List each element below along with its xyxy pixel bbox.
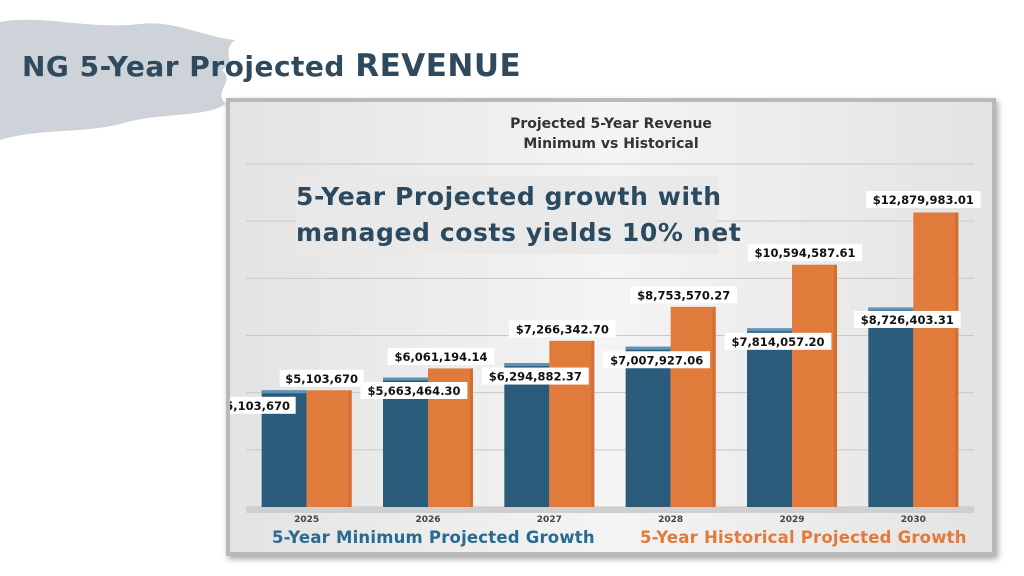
x-axis-base (246, 507, 974, 513)
revenue-bar-chart: Projected 5-Year Revenue Minimum vs Histo… (230, 116, 981, 525)
data-label-historical-bg (279, 369, 364, 387)
chart-title: Projected 5-Year Revenue (510, 116, 712, 132)
data-label-minimum-bg (603, 351, 711, 369)
data-label-minimum: $8,726,403.31 (853, 310, 961, 328)
data-label-historical-text: $6,061,194.14 (394, 350, 487, 364)
bar-minimum-cap (504, 363, 550, 367)
x-tick-label: 2030 (901, 515, 926, 525)
data-label-minimum-bg (230, 396, 296, 414)
data-label-historical-text: $5,103,670 (285, 372, 358, 386)
x-tick-label: 2027 (537, 515, 562, 525)
bar-minimum-cap (868, 307, 914, 311)
bar-historical-shade (348, 390, 352, 507)
x-tick-label: 2028 (658, 515, 683, 525)
data-label-minimum: $5,663,464.30 (360, 381, 468, 399)
data-label-minimum: $7,814,057.20 (724, 332, 832, 350)
x-tick-label: 2026 (415, 515, 440, 525)
data-label-historical-text: $10,594,587.61 (754, 246, 855, 260)
legend-historical-growth: 5-Year Historical Projected Growth (640, 528, 967, 547)
data-label-historical-bg (747, 244, 863, 262)
x-tick-label: 2029 (779, 515, 804, 525)
bar-historical (670, 306, 716, 507)
data-label-minimum: $5,103,670 (230, 396, 296, 414)
growth-callout: 5-Year Projected growth with managed cos… (296, 176, 742, 254)
data-label-historical-bg (866, 190, 981, 208)
slide-title: NG 5-Year Projected REVENUE (22, 48, 521, 84)
data-label-historical-text: $7,266,342.70 (516, 322, 609, 336)
data-label-minimum-bg (724, 332, 832, 350)
data-label-historical: $5,103,670 (279, 369, 364, 387)
callout-line-2: managed costs yields 10% net (296, 218, 742, 247)
data-label-historical-text: $8,753,570.27 (637, 288, 730, 302)
data-label-minimum-text: $7,814,057.20 (731, 335, 824, 349)
bar-historical-shade (955, 212, 959, 507)
data-label-minimum-text: $5,103,670 (230, 399, 290, 413)
data-label-historical-bg (508, 320, 616, 338)
data-label-historical: $6,061,194.14 (387, 347, 495, 365)
data-label-minimum-text: $8,726,403.31 (861, 313, 954, 327)
x-tick-label: 2025 (294, 515, 319, 525)
slide-title-emphasis: REVENUE (355, 48, 522, 84)
chart-frame: Projected 5-Year Revenue Minimum vs Histo… (226, 98, 996, 556)
data-label-minimum-bg (853, 310, 961, 328)
chart-subtitle: Minimum vs Historical (523, 136, 698, 152)
bar-historical-shade (712, 306, 716, 507)
bar-minimum-cap (747, 328, 792, 332)
bar-minimum-cap (625, 346, 671, 350)
bar-minimum (747, 328, 792, 507)
data-label-historical-text: $12,879,983.01 (873, 193, 974, 207)
bar-historical (792, 264, 837, 507)
data-label-minimum: $7,007,927.06 (603, 351, 711, 369)
data-label-minimum-text: $6,294,882.37 (489, 370, 582, 384)
data-label-minimum: $6,294,882.37 (481, 367, 589, 385)
brush-stroke-decoration (0, 19, 235, 140)
bar-minimum (504, 363, 550, 507)
bar-minimum-cap (383, 377, 428, 381)
bar-historical-shade (470, 368, 473, 507)
bar-minimum (868, 307, 914, 507)
bar-historical (913, 212, 959, 507)
callout-line-1: 5-Year Projected growth with (296, 182, 722, 211)
legend-minimum-growth: 5-Year Minimum Projected Growth (272, 528, 595, 547)
bar-minimum (625, 346, 671, 507)
bar-historical-shade (834, 264, 837, 507)
data-label-minimum-bg (481, 367, 589, 385)
data-label-minimum-text: $5,663,464.30 (367, 384, 460, 398)
data-label-minimum-bg (360, 381, 468, 399)
data-label-historical: $12,879,983.01 (866, 190, 981, 208)
data-label-historical-bg (630, 286, 738, 304)
data-label-historical: $7,266,342.70 (508, 320, 616, 338)
bar-historical (549, 340, 595, 507)
bar-historical-shade (591, 340, 595, 507)
data-label-historical: $10,594,587.61 (747, 244, 863, 262)
data-label-minimum-text: $7,007,927.06 (610, 353, 703, 367)
bar-minimum (383, 377, 428, 507)
bar-historical (306, 390, 352, 507)
data-label-historical-bg (387, 347, 495, 365)
bar-minimum-cap (261, 390, 307, 394)
data-label-historical: $8,753,570.27 (630, 286, 738, 304)
slide-title-prefix: NG 5-Year Projected (22, 50, 345, 83)
